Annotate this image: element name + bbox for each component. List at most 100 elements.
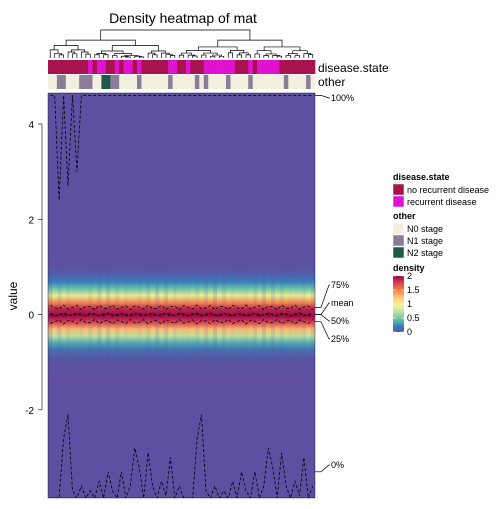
heatmap-column [168,93,173,498]
dendrogram-branch [227,52,234,58]
other-cell [177,75,182,89]
disease-state-cell [185,60,191,74]
other-cell [234,75,240,89]
heatmap-column [48,93,53,498]
heatmap-column [252,93,258,498]
disease-state-cell [270,60,276,74]
heatmap-column [74,93,80,498]
dendrogram-branch [81,51,89,58]
other-cell [110,75,116,89]
heatmap-column [288,93,294,498]
disease-state-legend-swatch [392,195,405,208]
dendrogram-branch [54,52,62,58]
dendrogram-branch [272,54,280,58]
disease-state-cell [145,60,151,74]
dendrogram-branch [65,39,136,46]
dendrogram-branch [170,55,176,58]
heatmap-column [203,93,209,498]
disease-state-cell [83,60,89,74]
disease-state-cell [226,60,231,74]
other-cell [79,75,84,89]
other-legend-label: N0 stage [407,224,443,234]
disease-state-cell [110,60,116,74]
disease-state-cell [221,60,227,74]
heatmap-column [297,93,303,498]
quantile-label: mean [331,298,354,308]
density-legend-tick-label: 1 [407,299,412,309]
quantile-labels: 100% 75% mean 50% 25% 0% [315,93,354,473]
disease-state-cell [128,60,133,74]
dendrogram-branch [58,54,64,58]
other-cell [141,75,147,89]
heatmap-column [150,93,156,498]
heatmap-frame [47,92,316,499]
other-cell [297,75,302,89]
disease-state-cell [65,60,71,74]
dendrogram-branch [256,50,272,54]
other-cell [266,75,271,89]
other-cell [70,75,75,89]
disease-state-cell [208,60,213,74]
other-cell [172,75,178,89]
disease-state-cell [101,60,107,74]
disease-state-cell [261,60,267,74]
other-cell [74,75,80,89]
disease-state-cell [88,60,93,74]
disease-state-cell [48,60,53,74]
quantile-label: 50% [331,316,349,326]
other-cell [301,75,307,89]
heatmap-column [52,93,58,498]
other-track-label: other [318,75,345,89]
other-cell [270,75,276,89]
heatmap-column [274,93,280,498]
other-cell [306,75,311,89]
dendrogram-branch [303,53,311,58]
quantile-line-100pct [50,95,313,201]
dendrogram-branch [96,53,107,55]
other-cell [199,75,205,89]
heatmap-column [190,93,196,498]
other-cell [203,75,209,89]
heatmap-column [88,93,93,498]
quantile-label: 25% [331,334,349,344]
heatmap-column [226,93,231,498]
heatmap-column [110,93,116,498]
disease-state-cell [114,60,120,74]
other-cell [83,75,89,89]
dendrogram-branch [138,56,145,58]
dendrogram-branch [236,54,242,58]
heatmap-column [217,93,222,498]
disease-state-cell [70,60,75,74]
dendrogram-branch [187,54,196,58]
dendrogram-branch [212,54,222,57]
heatmap-column [181,93,187,498]
heatmap-column [83,93,89,498]
quantile-connector [315,314,330,322]
heatmap-column [270,93,276,498]
disease-state-legend-label: no recurrent disease [407,185,489,195]
disease-state-cell [301,60,307,74]
dendrogram-branch [217,39,283,47]
heatmap-column [266,93,271,498]
heatmap-columns [48,93,315,498]
other-cell [96,75,102,89]
other-cell [105,75,111,89]
other-cell [123,75,129,89]
disease-state-cell [168,60,173,74]
heatmap-column [123,93,129,498]
disease-state-cell [181,60,187,74]
disease-state-cell [61,60,67,74]
disease-state-cell [234,60,240,74]
disease-state-cell [96,60,102,74]
disease-state-cell [56,60,62,74]
heatmap-column [261,93,267,498]
disease-state-cell [52,60,58,74]
disease-state-cell [203,60,209,74]
disease-state-cell [257,60,262,74]
heatmap-column [212,93,218,498]
quantile-connector [315,464,330,473]
other-cell [65,75,71,89]
disease-state-legend-swatch [392,183,405,196]
heatmap-column [248,93,254,498]
